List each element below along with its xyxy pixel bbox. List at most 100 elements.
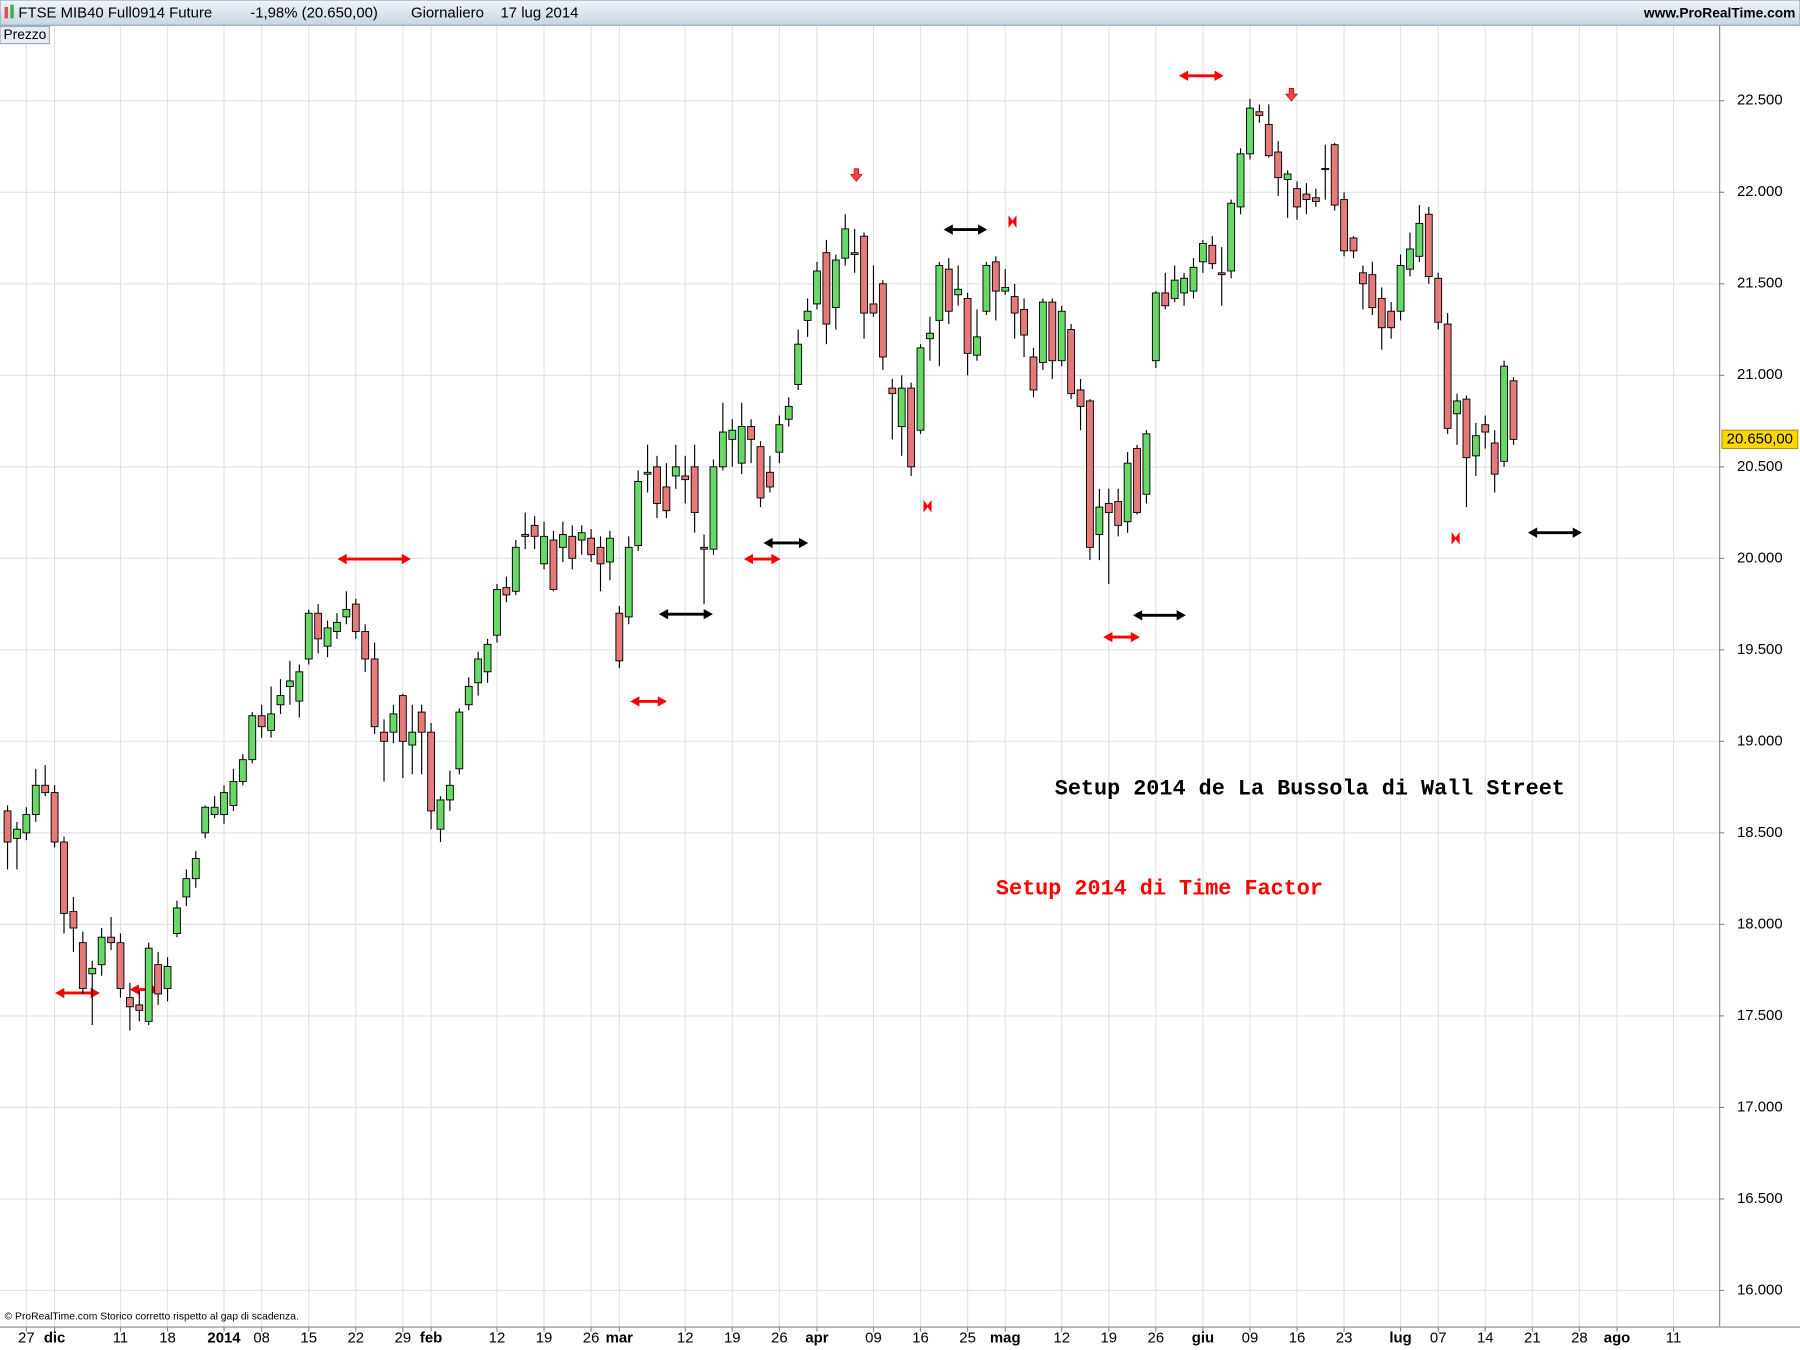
annotation-layer bbox=[55, 70, 1582, 999]
candle-body bbox=[1500, 365, 1509, 462]
candle-body bbox=[285, 680, 294, 687]
y-tick-label: 19.500 bbox=[1737, 641, 1783, 658]
candle-body bbox=[709, 466, 718, 550]
candle-body bbox=[201, 806, 210, 834]
candle-body bbox=[1255, 111, 1264, 116]
candle-body bbox=[954, 288, 963, 296]
candle-body bbox=[220, 792, 228, 816]
x-tick-label: 09 bbox=[1242, 1329, 1259, 1346]
candle-body bbox=[1509, 380, 1518, 440]
candle-body bbox=[295, 671, 304, 702]
candle-body bbox=[173, 907, 181, 934]
candle-body bbox=[756, 446, 765, 499]
candle-body bbox=[606, 537, 614, 563]
candle-body bbox=[1321, 168, 1330, 171]
x-tick-label: 11 bbox=[113, 1329, 128, 1346]
candle-body bbox=[747, 426, 756, 440]
candle-body bbox=[1434, 277, 1443, 323]
candle-body bbox=[850, 252, 859, 255]
candle-body bbox=[1151, 292, 1160, 362]
x-tick-label: feb bbox=[420, 1329, 442, 1346]
candle-body bbox=[144, 947, 153, 1022]
candle-body bbox=[737, 426, 746, 464]
candle-body bbox=[408, 731, 417, 746]
x-tick-label: 18 bbox=[159, 1329, 176, 1346]
candle-body bbox=[1057, 310, 1066, 362]
x-tick-label: 14 bbox=[1477, 1329, 1494, 1346]
candle-body bbox=[1236, 153, 1245, 208]
candle-body bbox=[182, 878, 191, 898]
y-tick-label: 17.500 bbox=[1737, 1007, 1783, 1024]
candle-body bbox=[860, 235, 868, 314]
candle-body bbox=[125, 997, 134, 1008]
x-tick-label: apr bbox=[805, 1329, 828, 1346]
x-tick-label: ago bbox=[1604, 1329, 1631, 1346]
candle-body bbox=[982, 265, 991, 312]
candle-body bbox=[69, 911, 78, 929]
candle-body bbox=[1490, 442, 1499, 475]
candle-body bbox=[3, 810, 12, 843]
candle-body bbox=[596, 546, 605, 565]
candle-body bbox=[50, 792, 59, 843]
candle-body bbox=[643, 471, 652, 475]
candle-body bbox=[1274, 151, 1283, 179]
x-tick-label: 25 bbox=[959, 1329, 976, 1346]
panel-label-box bbox=[0, 25, 50, 45]
time-arrow-head bbox=[771, 553, 781, 565]
candle-body bbox=[1038, 301, 1047, 363]
header-icon bbox=[4, 6, 9, 19]
candle-body bbox=[163, 966, 172, 989]
y-tick-label: 22.000 bbox=[1737, 183, 1783, 200]
candle-body bbox=[587, 537, 596, 556]
time-arrow-head bbox=[1527, 527, 1538, 538]
x-tick-label: 12 bbox=[489, 1329, 506, 1346]
candle-body bbox=[1086, 400, 1094, 548]
x-tick-label: 28 bbox=[1571, 1329, 1588, 1346]
header-period: Giornaliero bbox=[411, 5, 484, 22]
candle-body bbox=[1227, 202, 1236, 272]
candle-body bbox=[1189, 266, 1198, 292]
y-tick-label: 18.000 bbox=[1737, 915, 1783, 932]
candle-body bbox=[690, 466, 699, 514]
candle-body bbox=[577, 532, 586, 541]
candle-body bbox=[784, 405, 793, 420]
y-tick-label: 16.000 bbox=[1737, 1281, 1783, 1298]
x-tick-label: mag bbox=[990, 1329, 1021, 1346]
candle-body bbox=[907, 387, 916, 468]
candle-body bbox=[191, 858, 200, 880]
candle-body bbox=[700, 546, 708, 550]
candle-body bbox=[107, 936, 115, 944]
candles bbox=[3, 98, 1518, 1031]
candle-body bbox=[1415, 222, 1424, 257]
candle-body bbox=[436, 799, 445, 830]
annotation-text: Setup 2014 di Time Factor bbox=[996, 876, 1323, 901]
candle-body bbox=[1142, 433, 1151, 495]
annotation-text: Setup 2014 de La Bussola di Wall Street bbox=[1055, 776, 1565, 801]
candle-body bbox=[1067, 329, 1076, 395]
candle-body bbox=[257, 715, 266, 728]
candle-body bbox=[361, 631, 370, 660]
x-tick-label: 09 bbox=[865, 1329, 882, 1346]
x-tick-label: 26 bbox=[771, 1329, 788, 1346]
last-price-label: 20.650,00 bbox=[1727, 430, 1793, 447]
candle-body bbox=[493, 588, 501, 636]
candle-body bbox=[1293, 188, 1301, 208]
candle-body bbox=[991, 261, 1000, 292]
y-tick-label: 20.000 bbox=[1737, 549, 1783, 566]
x-tick-label: 07 bbox=[1430, 1329, 1447, 1346]
candle-body bbox=[1330, 144, 1339, 206]
candle-body bbox=[1010, 296, 1019, 314]
candle-body bbox=[549, 539, 558, 590]
candle-body bbox=[455, 711, 464, 770]
candle-body bbox=[1443, 323, 1452, 429]
header-site[interactable]: www.ProRealTime.com bbox=[1643, 5, 1795, 20]
candle-body bbox=[1170, 279, 1179, 299]
x-tick-label: 29 bbox=[395, 1329, 412, 1346]
candle-body bbox=[267, 713, 275, 731]
candle-body bbox=[314, 612, 323, 640]
candle-body bbox=[351, 603, 360, 632]
candle-body bbox=[935, 265, 944, 321]
x-tick-label: 08 bbox=[253, 1329, 270, 1346]
candle-body bbox=[963, 297, 972, 354]
candle-body bbox=[1133, 448, 1141, 514]
